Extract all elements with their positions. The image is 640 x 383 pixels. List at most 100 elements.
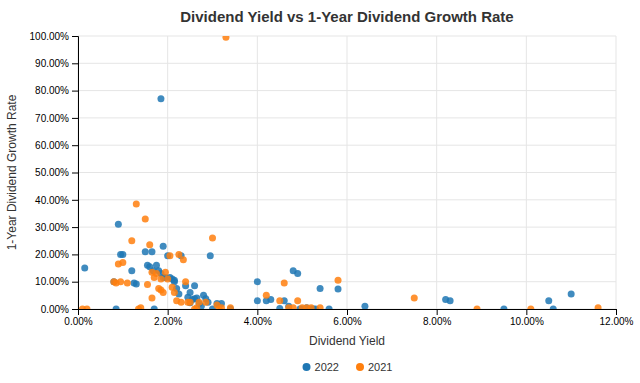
y-axis: 0.00% 10.00% 20.00% 30.00% 40.00% 50.00% 60.00… (30, 31, 79, 315)
tick-label: 2.00% (154, 316, 182, 327)
x-axis: 0.00%2.00%4.00%6.00%8.00%10.00%12.00% (64, 309, 633, 327)
legend: 2022 2021 (303, 361, 393, 373)
grid-line (78, 227, 616, 228)
tick-mark (168, 309, 169, 315)
point (142, 248, 149, 255)
point (128, 237, 135, 244)
legend-label: 2022 (315, 361, 339, 373)
point (550, 306, 557, 310)
tick: 40.00% (35, 195, 78, 206)
point (545, 297, 552, 304)
point (171, 289, 178, 296)
point (115, 221, 122, 228)
point (124, 280, 131, 287)
point (326, 306, 333, 310)
point (276, 305, 283, 309)
legend-item: 2021 (356, 361, 392, 373)
point (527, 306, 534, 310)
series (79, 36, 602, 309)
tick-label: 80.00% (35, 85, 69, 96)
point (162, 269, 169, 276)
legend-swatch (303, 363, 311, 371)
point (83, 306, 90, 310)
grid-line (78, 254, 616, 255)
tick-label: 30.00% (35, 222, 69, 233)
point (294, 297, 301, 304)
point (175, 251, 182, 258)
axis-line (79, 310, 617, 316)
tick: 20.00% (35, 249, 78, 260)
point (254, 297, 261, 304)
tick-mark (437, 309, 438, 315)
point (218, 304, 225, 309)
tick: 6.00% (333, 309, 361, 327)
tick: 10.00% (35, 276, 78, 287)
grid-line (78, 90, 616, 91)
point (81, 265, 88, 272)
point (209, 235, 216, 242)
point (164, 275, 171, 282)
tick-label: 70.00% (35, 113, 69, 124)
tick-mark (72, 173, 78, 174)
tick: 0.00% (41, 304, 78, 315)
point (361, 303, 368, 309)
tick-mark (257, 309, 258, 315)
tick-label: 4.00% (244, 316, 272, 327)
point (113, 306, 120, 310)
tick: 30.00% (35, 222, 78, 233)
x-axis-title: Dividend Yield (309, 334, 385, 348)
grid-line (78, 36, 616, 37)
tick: 8.00% (423, 309, 451, 327)
legend-swatch (356, 363, 364, 371)
point (447, 297, 454, 304)
tick-label: 90.00% (35, 58, 69, 69)
point (166, 252, 173, 259)
point (128, 267, 135, 274)
tick-label: 40.00% (35, 195, 69, 206)
point (187, 289, 194, 296)
chart: 0.00% 2.00% 4.00% 6.00% 8.00% 10.00% 12.00% 0.0… (0, 0, 640, 383)
point (157, 95, 164, 102)
tick-mark (72, 91, 78, 92)
legend-item: 2022 (303, 361, 339, 373)
point (133, 280, 140, 287)
tick-label: 10.00% (35, 276, 69, 287)
point (290, 304, 297, 309)
point (263, 292, 270, 299)
point (133, 200, 140, 207)
point (182, 278, 189, 285)
tick-mark (616, 309, 617, 315)
tick-mark (347, 309, 348, 315)
point (317, 285, 324, 292)
point (335, 286, 342, 293)
tick: 12.00% (600, 309, 634, 327)
tick: 60.00% (35, 140, 78, 151)
point (276, 297, 283, 304)
tick-label: 100.00% (30, 31, 70, 42)
tick: 4.00% (244, 309, 272, 327)
point (196, 299, 203, 306)
title: Dividend Yield vs 1-Year Dividend Growth… (180, 8, 513, 25)
point (308, 304, 315, 309)
point (317, 304, 324, 309)
point (568, 290, 575, 297)
point (281, 280, 288, 287)
grid-line (78, 145, 616, 146)
grid-line (78, 117, 616, 118)
point (335, 277, 342, 284)
point (160, 243, 167, 250)
point (411, 295, 418, 302)
points (79, 36, 602, 309)
grid-line (78, 172, 616, 173)
point (207, 252, 214, 259)
point (474, 306, 481, 310)
tick-mark (72, 254, 78, 255)
series (81, 95, 574, 309)
point (117, 278, 124, 285)
point (294, 270, 301, 277)
plot: 0.00% 2.00% 4.00% 6.00% 8.00% 10.00% 12.00% 0.0… (30, 31, 634, 327)
tick-label: 0.00% (41, 304, 69, 315)
point (227, 304, 234, 309)
tick: 50.00% (35, 167, 78, 178)
tick-mark (72, 118, 78, 119)
